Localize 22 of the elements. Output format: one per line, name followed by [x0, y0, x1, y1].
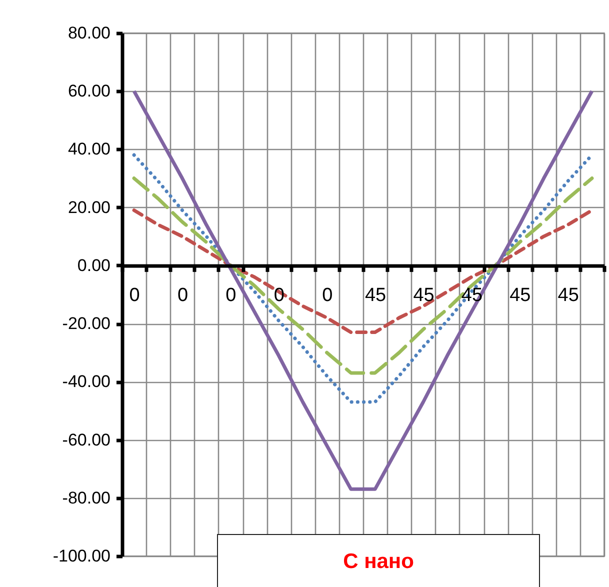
y-tick-label: -40.00 [62, 372, 110, 392]
line-series [132, 176, 594, 375]
line-series [132, 208, 594, 334]
x-tick-label: 45 [364, 284, 386, 306]
y-tick-label: 60.00 [68, 82, 110, 101]
x-tick-label: 0 [129, 284, 140, 306]
y-tick-label: -80.00 [62, 488, 110, 508]
text-box: С нано [217, 534, 540, 587]
y-tick-label: -20.00 [62, 314, 110, 334]
x-tick-label: 0 [226, 284, 236, 306]
x-tick-label: 45 [413, 284, 434, 306]
y-tick-label: 0.00 [77, 256, 110, 275]
x-tick-label: 0 [177, 284, 188, 306]
line-series [132, 89, 594, 491]
y-tick-label: 40.00 [68, 140, 110, 159]
x-tick-label: 0 [322, 284, 333, 306]
y-tick-label: 20.00 [68, 198, 110, 217]
x-tick-label: 45 [558, 284, 579, 306]
x-tick-label: 45 [510, 284, 531, 306]
y-tick-label: -60.00 [62, 430, 110, 450]
y-tick-label: -100.00 [52, 546, 110, 566]
y-tick-label: 80.00 [68, 24, 110, 42]
